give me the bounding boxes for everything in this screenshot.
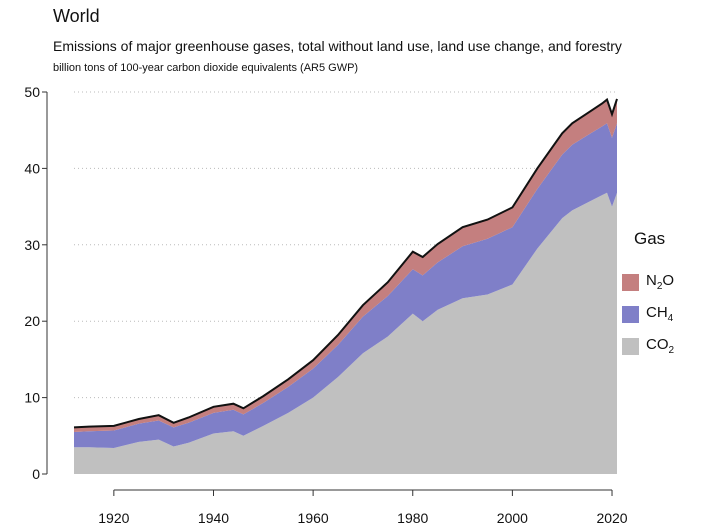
y-tick-label-20: 20 <box>24 313 40 329</box>
x-tick-label-1980: 1980 <box>397 510 428 526</box>
legend-label-co2: CO2 <box>646 336 675 356</box>
x-tick-label-1940: 1940 <box>198 510 229 526</box>
chart-subtitle: Emissions of major greenhouse gases, tot… <box>53 38 622 54</box>
x-tick-label-2000: 2000 <box>497 510 528 526</box>
legend-item-n2o: N2O <box>622 272 674 292</box>
x-tick-label-1960: 1960 <box>298 510 329 526</box>
y-tick-label-10: 10 <box>24 390 40 406</box>
y-tick-label-40: 40 <box>24 160 40 176</box>
legend-label-ch4: CH4 <box>646 304 674 324</box>
y-tick-label-30: 30 <box>24 237 40 253</box>
x-tick-label-1920: 1920 <box>98 510 129 526</box>
legend-swatch-n2o <box>622 273 639 291</box>
legend-item-co2: CO2 <box>622 336 674 356</box>
legend-swatch-ch4 <box>622 305 639 323</box>
legend-title: Gas <box>634 229 666 248</box>
area-co2 <box>74 192 617 475</box>
legend-item-ch4: CH4 <box>622 304 673 324</box>
y-tick-label-0: 0 <box>32 466 40 482</box>
chart-title: World <box>53 6 100 26</box>
chart-units: billion tons of 100-year carbon dioxide … <box>53 62 359 74</box>
x-tick-label-2020: 2020 <box>596 510 627 526</box>
area-ch4 <box>74 123 617 449</box>
total-line <box>73 97 618 429</box>
legend-swatch-co2 <box>622 337 639 355</box>
y-tick-label-50: 50 <box>24 84 40 100</box>
legend-label-n2o: N2O <box>646 272 675 292</box>
